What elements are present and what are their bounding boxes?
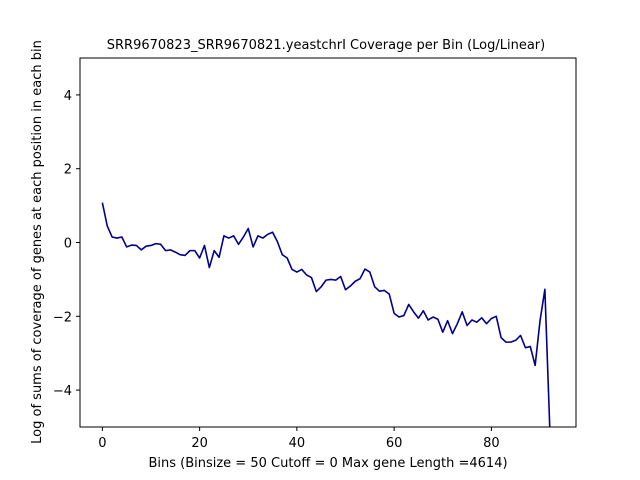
x-tick-label: 20 bbox=[191, 436, 208, 451]
y-tick-label: 2 bbox=[64, 163, 72, 178]
y-tick-label: 0 bbox=[64, 237, 72, 252]
x-axis: 0 20 40 60 80 bbox=[98, 427, 500, 451]
chart-title: SRR9670823_SRR9670821.yeastchrI Coverage… bbox=[107, 38, 545, 53]
y-tick-label: −4 bbox=[53, 384, 72, 399]
series-layer bbox=[101, 202, 551, 427]
x-tick-label: 60 bbox=[386, 436, 403, 451]
x-tick-label: 40 bbox=[289, 436, 306, 451]
y-axis: 4 2 0 −2 −4 bbox=[53, 89, 80, 399]
y-tick-label: 4 bbox=[64, 89, 72, 104]
x-tick-label: 0 bbox=[98, 436, 106, 451]
x-axis-label: Bins (Binsize = 50 Cutoff = 0 Max gene L… bbox=[148, 456, 507, 471]
series-line-0 bbox=[101, 202, 551, 427]
x-tick-label: 80 bbox=[483, 436, 500, 451]
y-tick-label: −2 bbox=[53, 310, 72, 325]
y-axis-label: Log of sums of coverage of genes at each… bbox=[30, 40, 45, 444]
